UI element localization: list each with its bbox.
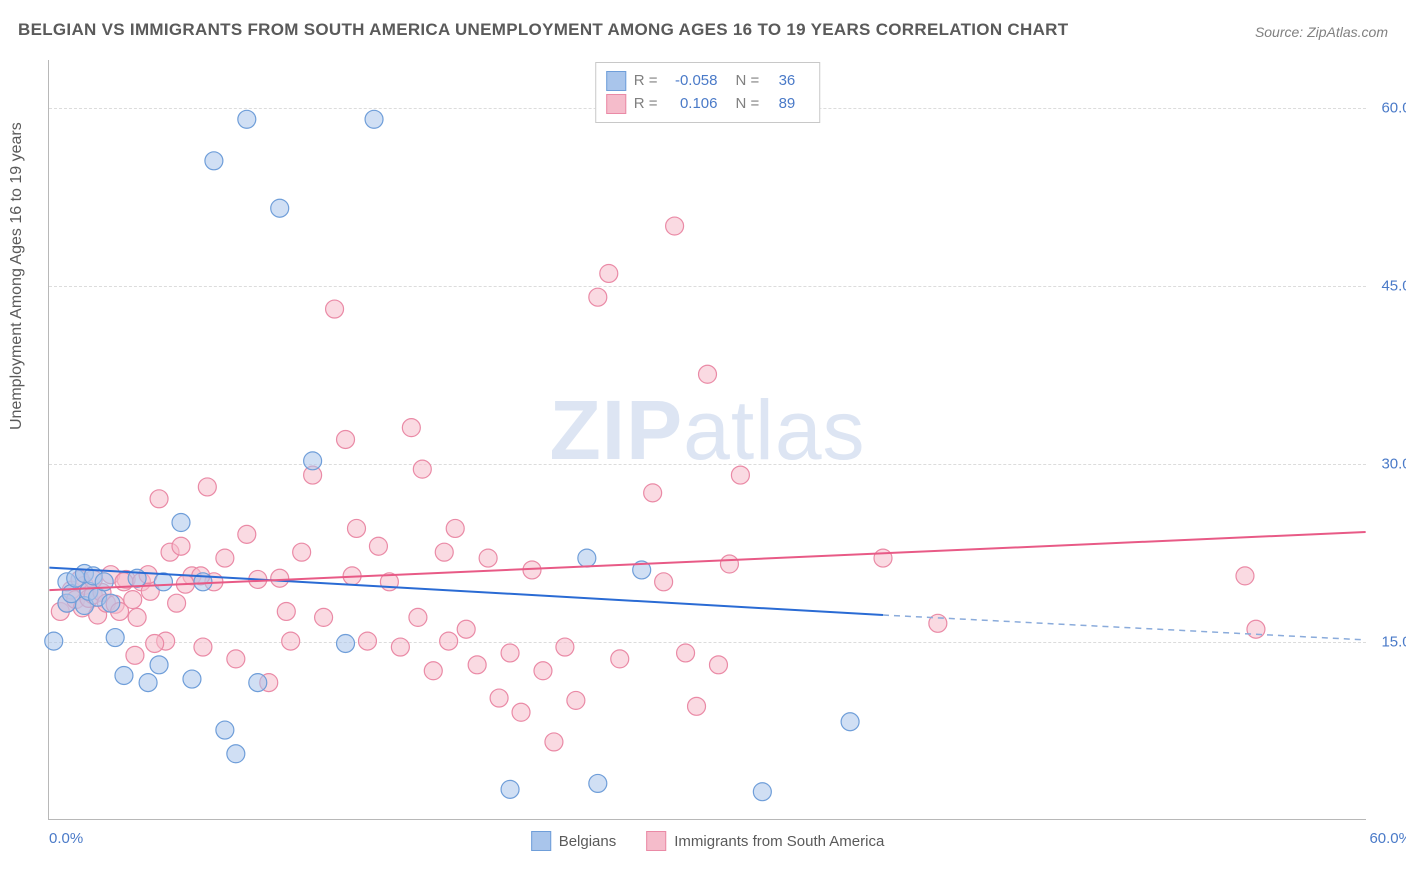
legend-item-pink: Immigrants from South America (646, 831, 884, 851)
x-tick-min: 0.0% (49, 830, 83, 847)
trend-lines (49, 60, 1366, 819)
y-tick-label: 60.0% (1381, 99, 1406, 116)
y-axis-label: Unemployment Among Ages 16 to 19 years (8, 122, 26, 430)
trend-line (49, 568, 883, 615)
trend-line (49, 532, 1365, 590)
source-attribution: Source: ZipAtlas.com (1255, 24, 1388, 40)
legend-label: Immigrants from South America (674, 833, 884, 850)
legend-label: Belgians (559, 833, 617, 850)
stats-row-blue: R =-0.058N =36 (606, 69, 806, 92)
y-tick-label: 15.0% (1381, 633, 1406, 650)
stats-row-pink: R =0.106N =89 (606, 92, 806, 115)
pink-swatch (646, 831, 666, 851)
trend-line (883, 615, 1366, 640)
x-tick-max: 60.0% (1369, 830, 1406, 847)
y-tick-label: 30.0% (1381, 455, 1406, 472)
pink-swatch (606, 94, 626, 114)
y-tick-label: 45.0% (1381, 277, 1406, 294)
chart-title: BELGIAN VS IMMIGRANTS FROM SOUTH AMERICA… (18, 20, 1068, 40)
plot-area: ZIPatlas 15.0%30.0%45.0%60.0% R =-0.058N… (48, 60, 1366, 820)
legend-item-blue: Belgians (531, 831, 617, 851)
correlation-stats-box: R =-0.058N =36R =0.106N =89 (595, 62, 821, 123)
blue-swatch (531, 831, 551, 851)
blue-swatch (606, 71, 626, 91)
bottom-legend: Belgians Immigrants from South America (531, 831, 885, 851)
